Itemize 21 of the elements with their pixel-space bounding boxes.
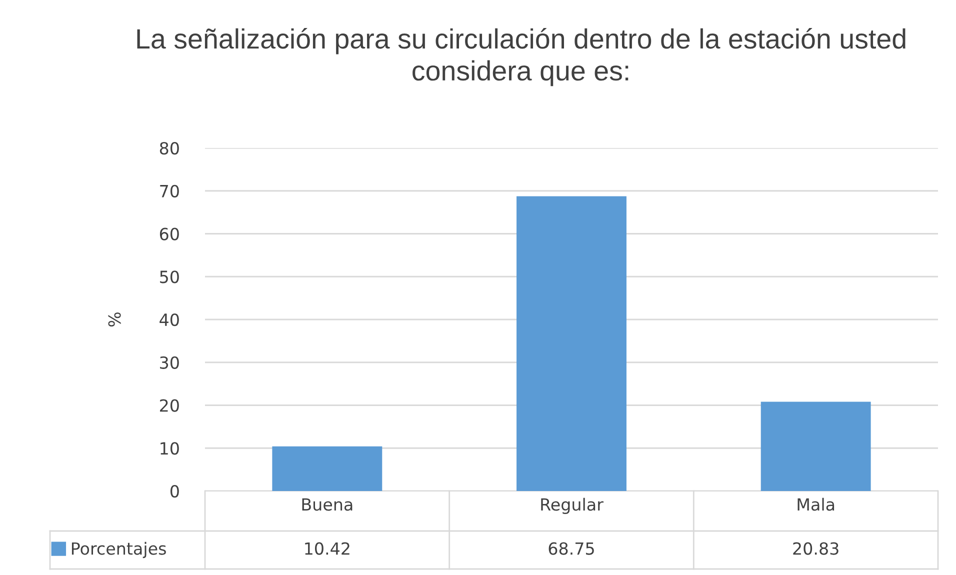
legend-label: Porcentajes	[72, 542, 166, 558]
data-label: 10.42	[305, 542, 350, 555]
y-tick-label: 10	[160, 442, 179, 455]
data-label: 68.75	[548, 542, 594, 555]
bar	[516, 196, 626, 491]
y-tick-label: 80	[160, 142, 179, 155]
y-tick-label: 0	[170, 484, 179, 498]
y-tick-label: 50	[160, 270, 179, 284]
bar	[760, 402, 871, 491]
chart-title: La señalización para su circulación dentro de la estación usted considera que es:	[137, 28, 906, 86]
y-tick-label: 60	[160, 228, 179, 240]
y-axis-title: %	[108, 312, 121, 326]
data-label: 20.83	[793, 542, 838, 555]
y-tick-label: 20	[160, 399, 179, 412]
y-tick-label: 30	[160, 356, 179, 369]
x-tick-label: Regular	[541, 498, 604, 514]
x-tick-label: Mala	[798, 498, 834, 511]
y-tick-label: 40	[160, 313, 179, 326]
x-tick-label: Buena	[302, 498, 352, 511]
bar	[272, 446, 382, 491]
y-tick-label: 70	[160, 184, 179, 198]
